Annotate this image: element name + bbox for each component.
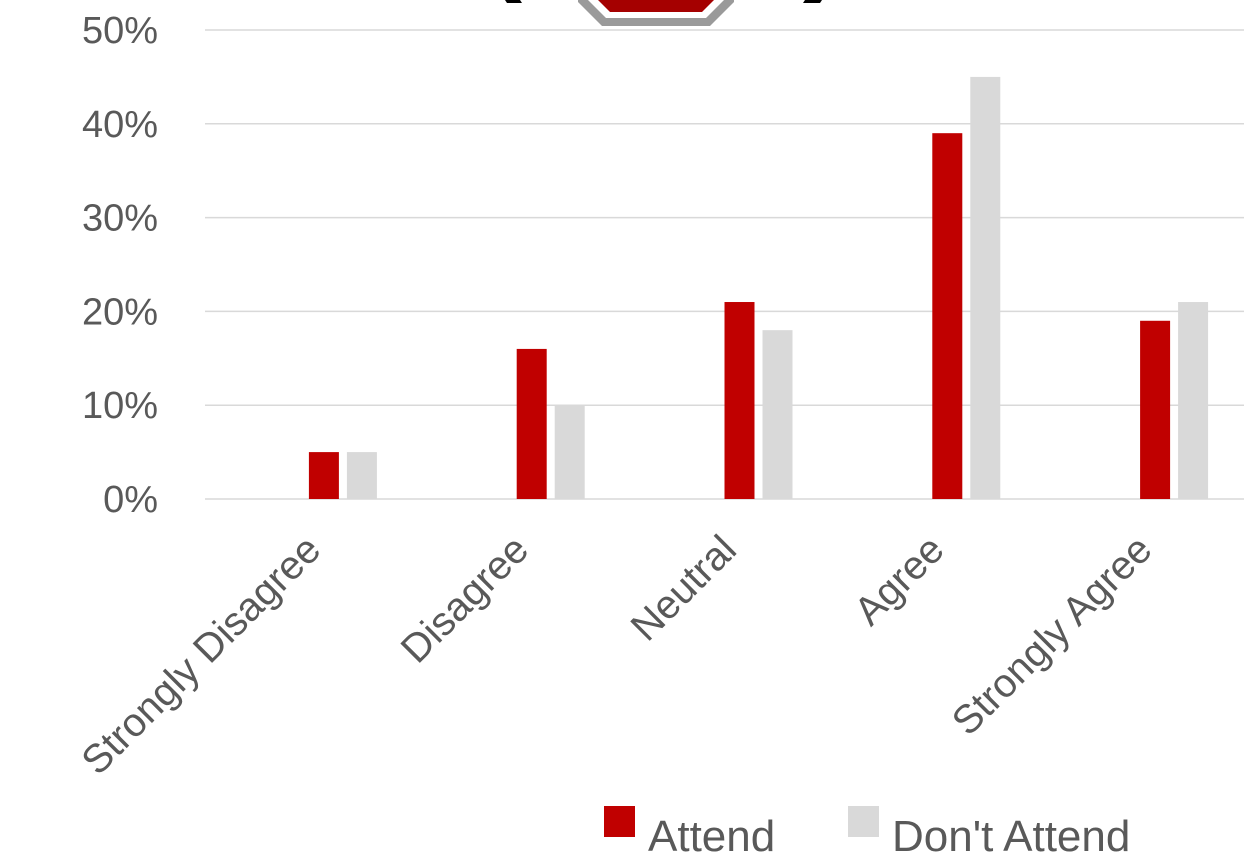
bar-attend xyxy=(724,302,755,499)
bar-attend xyxy=(308,452,339,499)
x-category-label: Strongly Agree xyxy=(944,527,1161,744)
x-axis-labels: Strongly Disagree Disagree Neutral AgreeStr… xyxy=(73,527,1160,783)
legend-label: Attend xyxy=(648,812,775,859)
x-category-label: Strongly Disagree xyxy=(73,527,329,783)
y-tick-label: 50% xyxy=(82,10,158,52)
bars xyxy=(308,76,1209,500)
bar-don-t-attend xyxy=(970,76,1001,500)
bar-attend xyxy=(932,133,963,499)
y-tick-label: 10% xyxy=(82,385,158,427)
y-tick-label: 30% xyxy=(82,198,158,240)
x-category-label: Disagree xyxy=(393,527,537,671)
legend: Attend Don't Attend xyxy=(604,806,1130,859)
bar-attend xyxy=(516,348,547,499)
x-category-label: Neutral xyxy=(623,527,745,649)
legend-swatch xyxy=(848,806,879,837)
bar-don-t-attend xyxy=(1178,302,1209,499)
stop-sign-icon xyxy=(505,0,822,26)
bar-don-t-attend xyxy=(762,330,793,499)
bar-attend xyxy=(1140,320,1171,499)
legend-swatch xyxy=(604,806,635,837)
y-tick-label: 0% xyxy=(103,479,158,521)
bar-don-t-attend xyxy=(554,405,585,499)
x-category-label: Agree xyxy=(846,527,953,634)
y-tick-label: 20% xyxy=(82,291,158,333)
y-axis-ticks: 0% 10% 20% 30% 40% 50% xyxy=(82,10,158,521)
legend-label: Don't Attend xyxy=(892,812,1130,859)
bar-don-t-attend xyxy=(346,452,377,499)
y-tick-label: 40% xyxy=(82,104,158,146)
